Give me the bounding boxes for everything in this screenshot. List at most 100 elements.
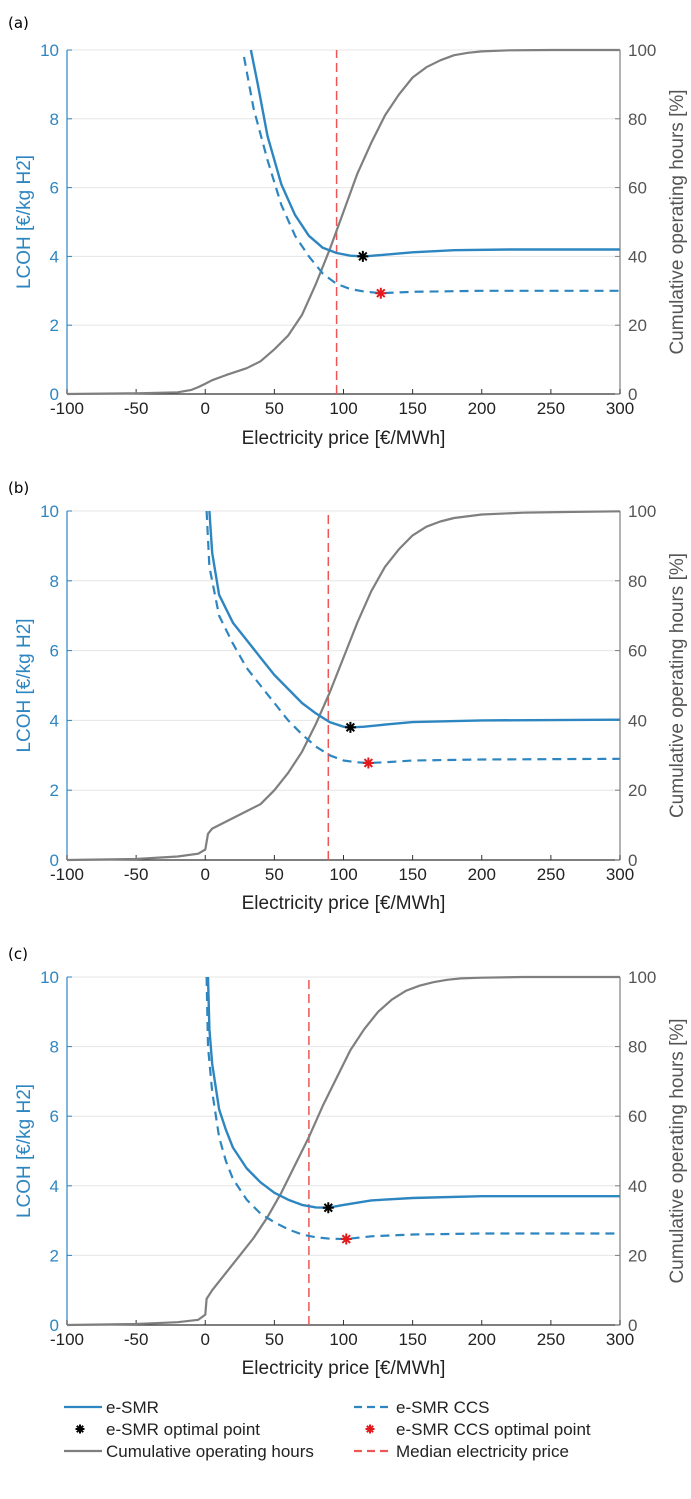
x-tick-label: 200 (468, 865, 496, 884)
panel-label: (a) (8, 14, 29, 32)
right-tick-label: 100 (628, 502, 656, 521)
x-tick-label: 50 (265, 865, 284, 884)
right-tick-label: 60 (628, 642, 647, 661)
left-tick-label: 4 (50, 247, 59, 266)
x-axis-title: Electricity price [€/MWh] (242, 428, 446, 449)
y-axis-title-right: Cumulative operating hours [%] (667, 89, 688, 354)
x-tick-label: 300 (606, 865, 634, 884)
left-tick-label: 2 (50, 1246, 59, 1265)
chart-legend: e-SMR e-SMR CCS e-SMR optimal point e-SMR C… (64, 1398, 591, 1461)
x-tick-label: -100 (50, 399, 84, 418)
left-tick-label: 0 (50, 1316, 59, 1335)
right-tick-label: 40 (628, 1177, 647, 1196)
left-tick-label: 4 (50, 711, 59, 730)
left-tick-label: 2 (50, 316, 59, 335)
e-smr-line (206, 976, 620, 1209)
left-tick-label: 8 (50, 572, 59, 591)
x-tick-label: 0 (201, 399, 210, 418)
right-tick-label: 0 (628, 851, 637, 870)
legend-label: e-SMR optimal point (106, 1420, 260, 1439)
legend-item-cumulative-operating-hours: Cumulative operating hours (64, 1442, 314, 1461)
x-tick-label: 0 (201, 1330, 210, 1349)
cumulative-operating-hours-line (66, 48, 620, 396)
x-tick-label: 250 (537, 1330, 565, 1349)
right-tick-label: 0 (628, 385, 637, 404)
right-tick-label: 20 (628, 1246, 647, 1265)
x-tick-label: 50 (265, 399, 284, 418)
y-axis-title-right: Cumulative operating hours [%] (667, 553, 688, 818)
left-tick-label: 10 (40, 41, 59, 60)
right-tick-label: 20 (628, 316, 647, 335)
x-tick-label: 300 (606, 399, 634, 418)
x-tick-label: -100 (50, 1330, 84, 1349)
y-axis-title-left: LCOH [€/kg H2] (14, 618, 35, 752)
x-tick-label: -100 (50, 865, 84, 884)
x-tick-label: 150 (398, 1330, 426, 1349)
cumulative-operating-hours-line (66, 510, 621, 862)
left-tick-label: 8 (50, 1038, 59, 1057)
x-tick-label: 200 (468, 1330, 496, 1349)
panel-label: (b) (8, 479, 29, 497)
x-tick-label: 200 (468, 399, 496, 418)
e-smr-ccs-line (205, 510, 621, 765)
left-tick-label: 6 (50, 179, 59, 198)
e-smr-ccs-optimal-point-marker (375, 287, 387, 299)
x-tick-label: -50 (124, 399, 149, 418)
x-tick-label: 150 (398, 399, 426, 418)
legend-item-e-smr-ccs: e-SMR CCS (354, 1398, 490, 1417)
x-tick-label: -50 (124, 1330, 149, 1349)
legend-marker-star (75, 1424, 85, 1434)
legend-item-e-smr-optimal-point: e-SMR optimal point (75, 1420, 260, 1439)
left-tick-label: 2 (50, 781, 59, 800)
x-tick-label: 250 (537, 399, 565, 418)
x-tick-label: 300 (606, 1330, 634, 1349)
e-smr-ccs-line (242, 56, 620, 295)
right-tick-label: 80 (628, 1038, 647, 1057)
e-smr-ccs-optimal-point-marker (340, 1233, 352, 1245)
right-tick-label: 80 (628, 110, 647, 129)
e-smr-optimal-point-marker (357, 250, 369, 262)
legend-label: Median electricity price (396, 1442, 569, 1461)
right-tick-label: 60 (628, 179, 647, 198)
left-tick-label: 8 (50, 110, 59, 129)
e-smr-optimal-point-marker (344, 721, 356, 733)
left-tick-label: 6 (50, 642, 59, 661)
right-tick-label: 20 (628, 781, 647, 800)
legend-item-e-smr-ccs-optimal-point: e-SMR CCS optimal point (365, 1420, 591, 1439)
y-axis-title-right: Cumulative operating hours [%] (667, 1018, 688, 1283)
legend-item-median-electricity-price: Median electricity price (354, 1442, 569, 1461)
left-tick-label: 10 (40, 968, 59, 987)
left-tick-label: 0 (50, 385, 59, 404)
right-tick-label: 100 (628, 968, 656, 987)
x-tick-label: 50 (265, 1330, 284, 1349)
legend-label: e-SMR CCS optimal point (396, 1420, 591, 1439)
legend-label: e-SMR (106, 1398, 159, 1417)
x-tick-label: 250 (537, 865, 565, 884)
x-tick-label: 150 (398, 865, 426, 884)
right-tick-label: 60 (628, 1107, 647, 1126)
left-tick-label: 6 (50, 1107, 59, 1126)
legend-label: e-SMR CCS (396, 1398, 490, 1417)
right-tick-label: 0 (628, 1316, 637, 1335)
e-smr-ccs-line (205, 976, 620, 1241)
x-tick-label: 100 (329, 865, 357, 884)
legend-item-e-smr: e-SMR (64, 1398, 159, 1417)
cumulative-operating-hours-line (66, 975, 620, 1327)
right-tick-label: 40 (628, 711, 647, 730)
x-axis-title: Electricity price [€/MWh] (242, 1358, 446, 1379)
right-tick-label: 40 (628, 247, 647, 266)
right-tick-label: 80 (628, 572, 647, 591)
e-smr-line (208, 510, 621, 729)
left-tick-label: 0 (50, 851, 59, 870)
e-smr-line (249, 49, 620, 258)
left-tick-label: 4 (50, 1177, 59, 1196)
x-tick-label: 100 (329, 399, 357, 418)
e-smr-ccs-optimal-point-marker (362, 757, 374, 769)
x-axis-title: Electricity price [€/MWh] (242, 893, 446, 914)
x-tick-label: 0 (201, 865, 210, 884)
e-smr-optimal-point-marker (322, 1202, 334, 1214)
